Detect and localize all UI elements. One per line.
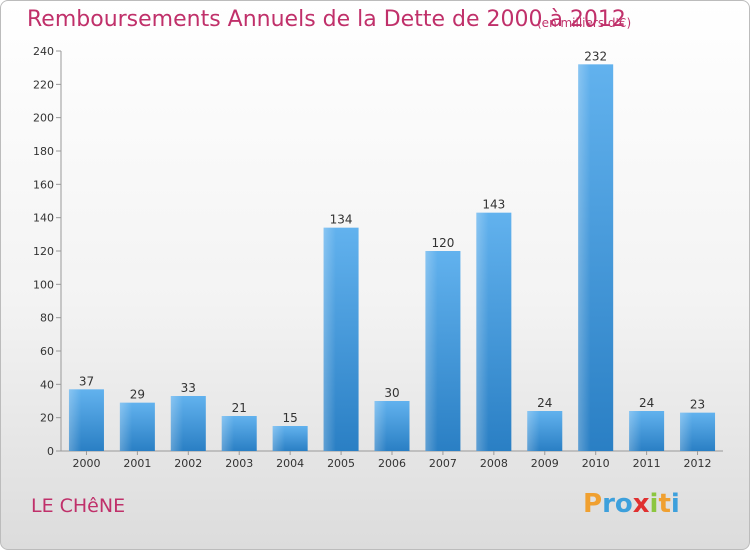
x-tick-label: 2007 <box>429 457 457 470</box>
bar-highlight <box>374 401 410 451</box>
y-tick-label: 180 <box>33 145 54 158</box>
x-tick-label: 2009 <box>531 457 559 470</box>
data-label: 37 <box>79 374 94 388</box>
data-label: 24 <box>537 396 552 410</box>
data-label: 29 <box>130 388 145 402</box>
bar-highlight <box>170 396 206 451</box>
data-label: 21 <box>232 401 247 415</box>
y-tick-label: 60 <box>40 345 54 358</box>
logo-letter: P <box>583 489 603 519</box>
bar-highlight <box>221 416 257 451</box>
x-tick-label: 2012 <box>684 457 712 470</box>
logo-letter: x <box>632 489 650 519</box>
chart-unit: (en milliers d'€) <box>537 16 632 30</box>
bar-highlight <box>425 251 461 451</box>
bar-highlight <box>476 212 512 451</box>
x-tick-label: 2010 <box>582 457 610 470</box>
y-tick-label: 80 <box>40 312 54 325</box>
bar-highlight <box>680 412 716 451</box>
bar-highlight <box>629 411 665 451</box>
bar-highlight <box>323 227 359 451</box>
y-tick-label: 140 <box>33 212 54 225</box>
y-tick-label: 240 <box>33 45 54 58</box>
data-label: 143 <box>482 198 505 212</box>
chart-title: Remboursements Annuels de la Dette de 20… <box>27 7 626 32</box>
x-tick-label: 2002 <box>174 457 202 470</box>
labels: 2000 37 2001 29 2002 33 2003 21 2004 15 2005 134 200… <box>72 49 711 470</box>
logo-letter: i <box>649 489 659 519</box>
y-tick-label: 160 <box>33 178 54 191</box>
x-tick-label: 2011 <box>633 457 661 470</box>
x-tick-label: 2003 <box>225 457 253 470</box>
logo-letter: r <box>602 489 615 519</box>
x-tick-label: 2001 <box>123 457 151 470</box>
bars <box>68 64 716 452</box>
logo-letter: i <box>670 489 680 519</box>
y-tick-label: 0 <box>47 445 54 458</box>
proxiti-logo: Proxiti <box>583 489 680 519</box>
y-tick-label: 40 <box>40 378 54 391</box>
x-tick-label: 2008 <box>480 457 508 470</box>
logo-letter: t <box>658 489 671 519</box>
data-label: 15 <box>283 411 298 425</box>
data-label: 120 <box>431 236 454 250</box>
bar-highlight <box>272 426 308 451</box>
data-label: 134 <box>330 213 353 227</box>
x-tick-label: 2004 <box>276 457 304 470</box>
logo-letter: o <box>614 489 633 519</box>
x-tick-label: 2000 <box>72 457 100 470</box>
x-tick-label: 2006 <box>378 457 406 470</box>
x-tick-label: 2005 <box>327 457 355 470</box>
data-label: 30 <box>384 386 399 400</box>
bar-highlight <box>68 389 104 451</box>
bar-highlight <box>119 402 155 451</box>
bar-highlight <box>527 411 563 451</box>
data-label: 24 <box>639 396 654 410</box>
y-tick-label: 200 <box>33 112 54 125</box>
data-label: 33 <box>181 381 196 395</box>
bar-highlight <box>578 64 614 452</box>
data-label: 23 <box>690 398 705 412</box>
town-name: LE CHêNE <box>31 495 126 517</box>
y-tick-label: 120 <box>33 245 54 258</box>
data-label: 232 <box>584 49 607 63</box>
y-tick-label: 220 <box>33 78 54 91</box>
y-tick-label: 20 <box>40 412 54 425</box>
y-tick-label: 100 <box>33 278 54 291</box>
